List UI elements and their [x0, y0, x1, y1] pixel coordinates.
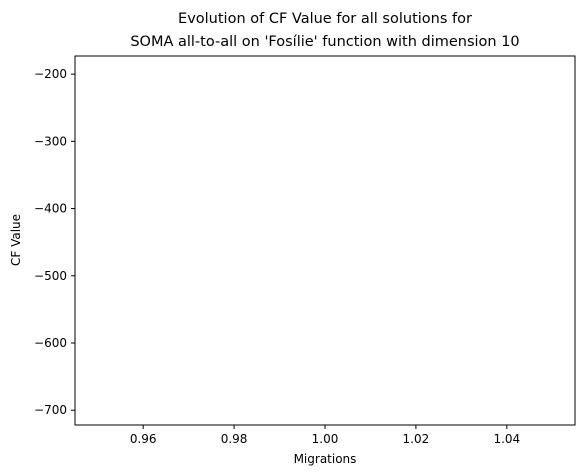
- x-tick-label: 1.00: [312, 432, 339, 446]
- y-axis-ticks: −200 −300 −400 −500 −600 −700: [34, 67, 75, 417]
- y-tick-label: −400: [34, 202, 67, 216]
- y-tick-label: −600: [34, 336, 67, 350]
- y-tick-label: −200: [34, 67, 67, 81]
- plot-area: [74, 55, 576, 426]
- x-tick-label: 1.02: [403, 432, 430, 446]
- y-tick-label: −300: [34, 134, 67, 148]
- y-tick-label: −700: [34, 403, 67, 417]
- x-tick-label: 0.98: [221, 432, 248, 446]
- y-tick-label: −500: [34, 269, 67, 283]
- x-axis-label: Migrations: [294, 452, 357, 466]
- x-axis-ticks: 0.96 0.98 1.00 1.02 1.04: [130, 425, 520, 446]
- chart-title-line-2: SOMA all-to-all on 'Fosílie' function wi…: [130, 34, 519, 50]
- chart-title-line-1: Evolution of CF Value for all solutions …: [178, 11, 472, 27]
- x-tick-label: 1.04: [493, 432, 520, 446]
- x-tick-label: 0.96: [130, 432, 157, 446]
- y-axis-label: CF Value: [9, 214, 23, 266]
